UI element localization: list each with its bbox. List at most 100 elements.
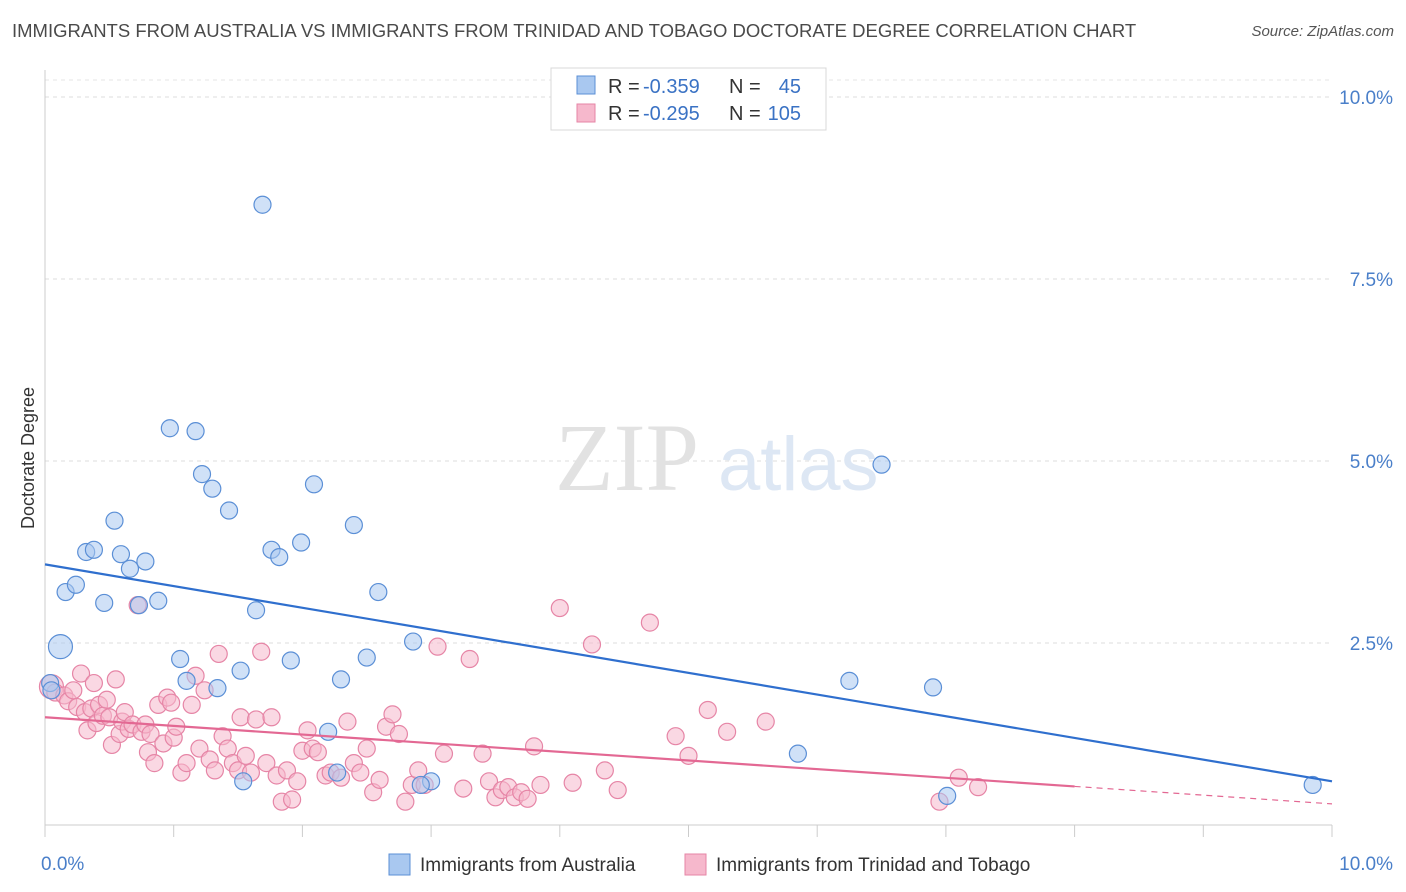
chart-title: IMMIGRANTS FROM AUSTRALIA VS IMMIGRANTS … bbox=[12, 20, 1137, 41]
point-trinidad-81 bbox=[434, 744, 454, 763]
legend-n-value-trinidad: 105 bbox=[768, 103, 801, 125]
point-trinidad-37 bbox=[182, 695, 201, 714]
point-australia-12 bbox=[129, 596, 149, 615]
point-trinidad-27 bbox=[141, 724, 160, 744]
legend-box bbox=[550, 67, 827, 131]
point-australia-17 bbox=[186, 422, 205, 441]
point-trinidad-42 bbox=[205, 761, 224, 780]
point-trinidad-43 bbox=[209, 644, 228, 664]
point-australia-13 bbox=[149, 591, 168, 610]
point-trinidad-104 bbox=[756, 712, 775, 731]
point-trinidad-96 bbox=[582, 635, 602, 654]
y-tick-label-1: 5.0% bbox=[1350, 452, 1393, 473]
point-australia-4 bbox=[66, 575, 85, 594]
point-australia-16 bbox=[177, 671, 196, 690]
point-trinidad-93 bbox=[531, 775, 550, 795]
point-trinidad-49 bbox=[236, 746, 255, 765]
bottom-legend-swatch-australia bbox=[388, 853, 411, 876]
point-trinidad-102 bbox=[698, 700, 717, 720]
point-australia-6 bbox=[84, 540, 104, 559]
point-trinidad-95 bbox=[563, 773, 582, 792]
point-australia-21 bbox=[219, 501, 239, 520]
point-trinidad-75 bbox=[389, 724, 409, 744]
chart-source: Source: ZipAtlas.com bbox=[1251, 23, 1394, 40]
point-australia-29 bbox=[304, 475, 324, 494]
point-trinidad-53 bbox=[257, 754, 276, 773]
point-australia-23 bbox=[246, 601, 266, 620]
bottom-legend: Immigrants from Australia Immigrants fro… bbox=[388, 853, 1030, 876]
legend-n-value-australia: 45 bbox=[779, 76, 801, 98]
point-australia-1 bbox=[42, 681, 61, 700]
watermark-atlas: atlas bbox=[718, 422, 879, 507]
trend-lines bbox=[44, 563, 1333, 805]
point-australia-8 bbox=[105, 511, 124, 530]
y-axis-title: Doctorate Degree bbox=[18, 387, 38, 529]
point-trinidad-103 bbox=[718, 722, 737, 741]
point-trinidad-70 bbox=[357, 739, 376, 758]
trend-line-trinidad-extension bbox=[1074, 785, 1333, 805]
point-australia-7 bbox=[95, 593, 114, 613]
legend-r-value-trinidad: -0.295 bbox=[643, 103, 700, 125]
point-australia-26 bbox=[270, 547, 289, 567]
point-trinidad-74 bbox=[383, 705, 402, 724]
point-trinidad-6 bbox=[71, 664, 91, 683]
point-trinidad-32 bbox=[162, 693, 181, 712]
point-australia-44 bbox=[938, 786, 957, 805]
point-australia-45 bbox=[1303, 775, 1322, 795]
point-australia-35 bbox=[403, 632, 423, 651]
point-trinidad-82 bbox=[454, 779, 473, 798]
legend-swatch-trinidad bbox=[576, 103, 596, 123]
point-trinidad-107 bbox=[968, 778, 988, 797]
bottom-legend-label-trinidad: Immigrants from Trinidad and Tobago bbox=[716, 855, 1030, 876]
point-australia-11 bbox=[136, 552, 155, 571]
point-trinidad-10 bbox=[84, 673, 104, 693]
watermark: ZIP atlas bbox=[555, 404, 879, 511]
point-trinidad-52 bbox=[252, 642, 271, 661]
legend-n-label-trinidad: N = bbox=[729, 103, 761, 125]
gridlines bbox=[45, 79, 1332, 644]
point-trinidad-83 bbox=[460, 649, 479, 669]
point-australia-39 bbox=[788, 744, 807, 763]
y-tick-label-3: 10.0% bbox=[1339, 88, 1393, 109]
point-australia-32 bbox=[344, 515, 363, 535]
x-tick-label-0: 0.0% bbox=[41, 854, 84, 875]
legend-r-label-australia: R = bbox=[608, 76, 640, 98]
point-australia-38 bbox=[840, 671, 859, 690]
point-trinidad-84 bbox=[473, 744, 492, 763]
point-trinidad-59 bbox=[288, 772, 307, 791]
point-australia-34 bbox=[369, 582, 388, 602]
point-trinidad-51 bbox=[246, 710, 266, 729]
bottom-legend-label-australia: Immigrants from Australia bbox=[420, 855, 636, 876]
bottom-legend-swatch-trinidad bbox=[684, 853, 707, 876]
point-trinidad-94 bbox=[550, 598, 569, 618]
point-trinidad-99 bbox=[640, 613, 659, 632]
point-australia-41 bbox=[923, 678, 943, 697]
x-tick-label-1: 10.0% bbox=[1339, 854, 1393, 875]
point-trinidad-91 bbox=[518, 789, 537, 808]
point-trinidad-80 bbox=[428, 637, 447, 656]
y-tick-labels: 2.5% 5.0% 7.5% 10.0% bbox=[1339, 88, 1393, 655]
point-trinidad-100 bbox=[666, 727, 685, 746]
point-australia-27 bbox=[281, 651, 300, 670]
point-trinidad-98 bbox=[608, 780, 627, 800]
series-trinidad bbox=[38, 596, 988, 811]
point-australia-42 bbox=[234, 772, 253, 791]
point-australia-31 bbox=[331, 670, 351, 689]
point-trinidad-97 bbox=[595, 761, 614, 780]
point-trinidad-92 bbox=[524, 737, 544, 756]
point-trinidad-76 bbox=[396, 792, 415, 811]
y-tick-label-0: 2.5% bbox=[1350, 634, 1393, 655]
point-australia-37 bbox=[411, 775, 430, 795]
point-australia-43 bbox=[328, 763, 347, 782]
point-australia-15 bbox=[171, 649, 190, 669]
point-australia-2 bbox=[47, 634, 74, 660]
point-australia-10 bbox=[120, 559, 140, 578]
point-trinidad-14 bbox=[97, 690, 116, 709]
point-trinidad-54 bbox=[262, 708, 281, 727]
point-australia-22 bbox=[231, 661, 250, 680]
point-trinidad-36 bbox=[177, 754, 196, 773]
point-trinidad-85 bbox=[479, 772, 499, 791]
point-trinidad-58 bbox=[283, 790, 302, 809]
point-australia-19 bbox=[192, 465, 212, 484]
point-trinidad-17 bbox=[106, 670, 125, 689]
